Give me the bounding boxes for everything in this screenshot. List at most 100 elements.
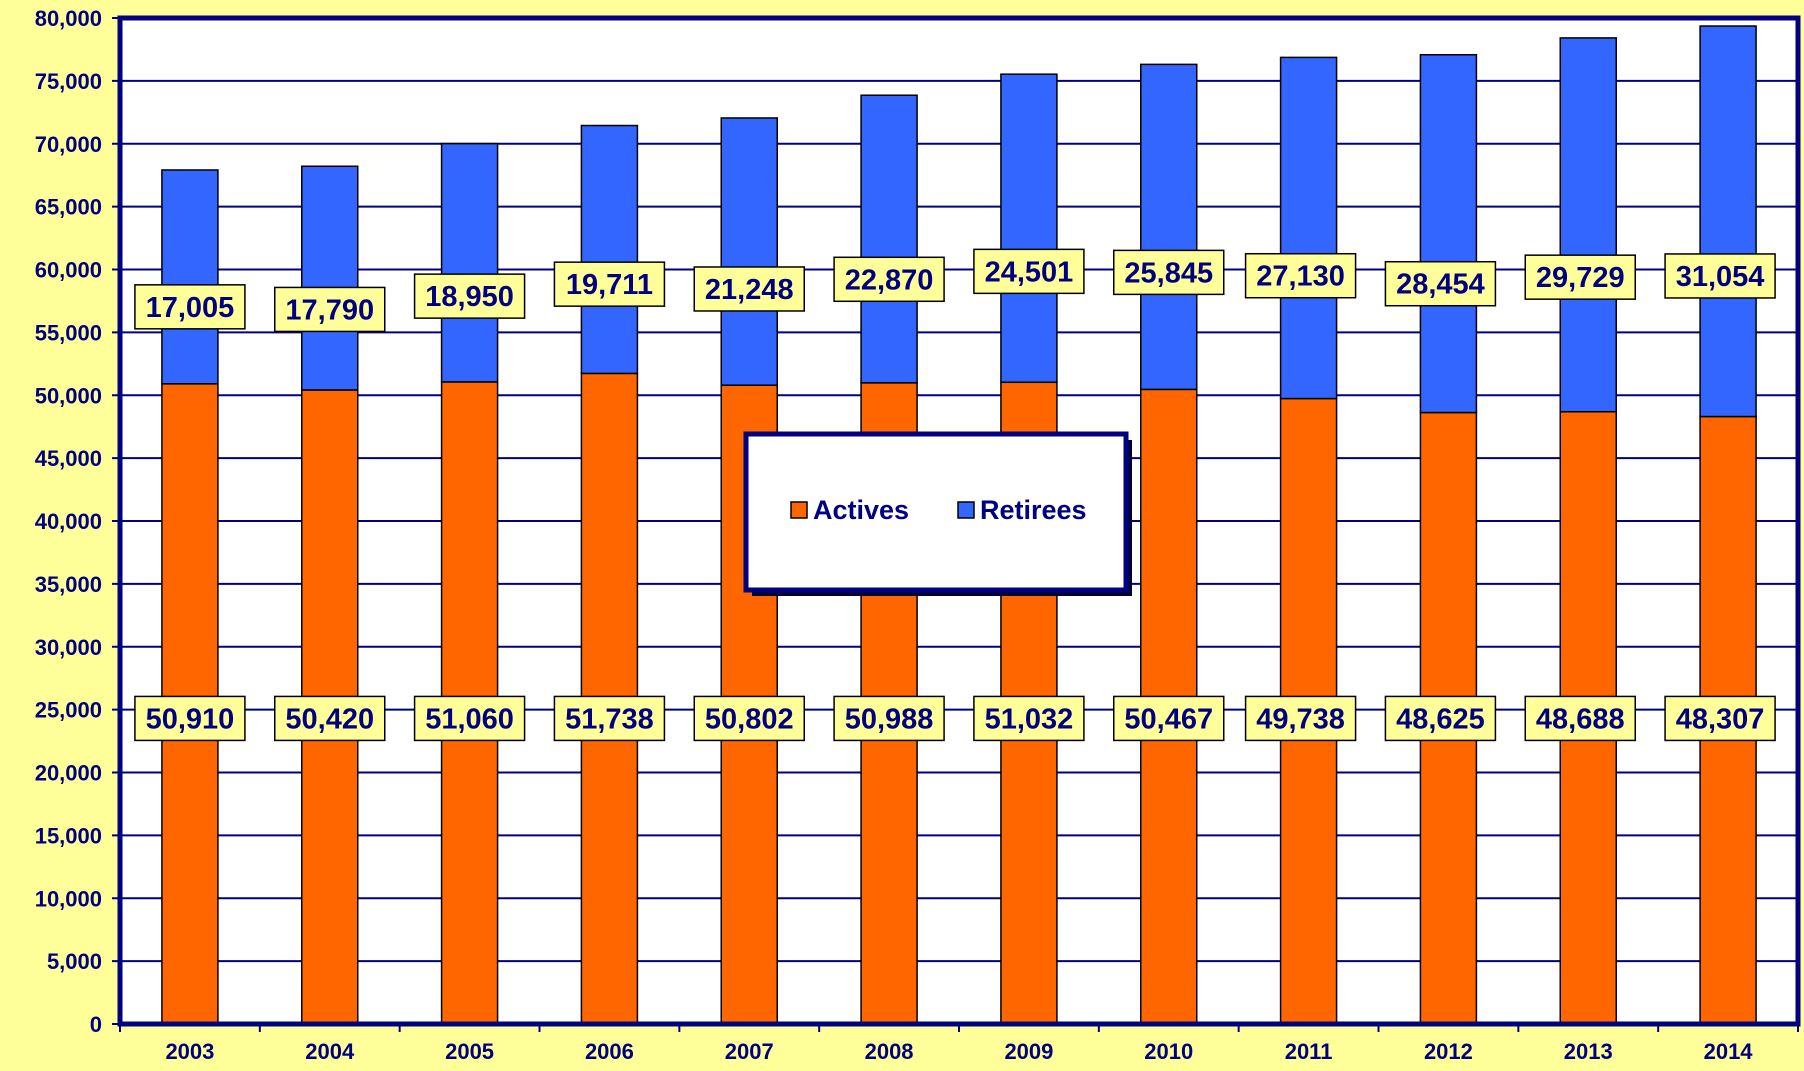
data-label-box-actives xyxy=(1113,695,1225,742)
data-label-box-actives xyxy=(1384,695,1497,742)
data-label-box-retirees xyxy=(1113,249,1225,296)
legend-swatch-retirees xyxy=(957,501,975,519)
data-label-actives: 48,307 xyxy=(1676,703,1765,735)
data-label-retirees: 22,870 xyxy=(845,264,934,296)
x-tick-label: 2011 xyxy=(1285,1039,1333,1064)
data-label-actives: 49,738 xyxy=(1256,703,1345,735)
data-label-actives: 50,802 xyxy=(705,703,794,735)
bar-retirees-2011 xyxy=(1279,56,1338,400)
bar-retirees-2010 xyxy=(1140,63,1198,391)
x-tick-label: 2005 xyxy=(445,1039,494,1064)
data-label-box-retirees xyxy=(973,248,1085,295)
data-label-box-actives xyxy=(833,695,945,742)
data-label-actives: 50,420 xyxy=(285,703,374,735)
y-tick-label: 50,000 xyxy=(35,383,102,408)
data-label-retirees: 21,248 xyxy=(705,274,794,306)
bar-retirees-2003 xyxy=(161,169,219,385)
bar-retirees-2013 xyxy=(1559,37,1617,413)
y-tick-label: 55,000 xyxy=(35,320,102,345)
x-tick-label: 2014 xyxy=(1704,1039,1754,1064)
data-label-box-retirees xyxy=(1664,253,1776,299)
y-tick-label: 70,000 xyxy=(35,132,102,157)
bar-retirees-2007 xyxy=(720,117,778,386)
y-tick-label: 35,000 xyxy=(35,572,102,597)
data-label-retirees: 29,729 xyxy=(1536,262,1625,294)
gridlines xyxy=(120,79,1798,963)
bar-retirees-2004 xyxy=(301,165,359,391)
y-tick-label: 75,000 xyxy=(35,69,102,94)
data-label-box-actives xyxy=(274,695,386,742)
data-label-box-retirees xyxy=(553,261,666,307)
x-tick-label: 2003 xyxy=(165,1039,214,1064)
plot-area-border xyxy=(117,15,1801,1027)
data-label-box-actives xyxy=(973,695,1085,742)
bar-retirees-2014 xyxy=(1699,25,1757,418)
y-tick-label: 20,000 xyxy=(35,761,102,786)
y-tick-label: 40,000 xyxy=(35,509,102,534)
y-tick-label: 30,000 xyxy=(35,635,102,660)
data-label-box-retirees xyxy=(413,273,526,319)
y-tick-label: 15,000 xyxy=(35,823,102,848)
y-tick-label: 0 xyxy=(90,1012,102,1037)
x-tick-label: 2007 xyxy=(725,1039,774,1064)
y-tick-label: 10,000 xyxy=(35,886,102,911)
data-labels: 50,910 17,005 50,420 17,790 51,060 18,950 51,7… xyxy=(134,248,1776,742)
data-label-actives: 48,688 xyxy=(1536,703,1625,735)
data-label-actives: 50,910 xyxy=(146,703,235,735)
y-tick-label: 25,000 xyxy=(35,698,102,723)
data-label-box-actives xyxy=(1244,695,1357,742)
legend-swatch-actives xyxy=(790,501,808,519)
data-label-box-retirees xyxy=(134,284,246,330)
data-label-retirees: 18,950 xyxy=(425,281,514,313)
x-tick-label: 2004 xyxy=(305,1039,355,1064)
data-label-box-retirees xyxy=(1524,254,1636,300)
data-label-box-actives xyxy=(1664,695,1776,742)
x-tick-label: 2013 xyxy=(1564,1039,1613,1064)
data-label-actives: 51,738 xyxy=(565,703,654,735)
data-label-retirees: 28,454 xyxy=(1396,269,1485,301)
legend-label-actives: Actives xyxy=(813,495,909,525)
y-tick-label: 5,000 xyxy=(47,949,102,974)
data-label-retirees: 31,054 xyxy=(1676,261,1765,293)
data-label-box-actives xyxy=(693,695,805,742)
y-axis: 0 5,000 10,000 15,000 20,000 25,000 30,000 35,0… xyxy=(35,6,120,1037)
legend: Actives Retirees xyxy=(743,431,1132,596)
x-tick-label: 2010 xyxy=(1144,1039,1193,1064)
data-label-actives: 50,988 xyxy=(845,703,934,735)
data-label-retirees: 25,845 xyxy=(1124,257,1213,289)
y-tick-label: 45,000 xyxy=(35,446,102,471)
x-tick-label: 2012 xyxy=(1424,1039,1473,1064)
legend-label-retirees: Retirees xyxy=(980,495,1087,525)
bar-retirees-2005 xyxy=(440,142,499,383)
x-axis: 2003 2004 2005 2006 2007 2008 2009 2010 2011 2012… xyxy=(119,1024,1799,1064)
x-tick-label: 2009 xyxy=(1004,1039,1053,1064)
legend-box xyxy=(743,431,1129,593)
data-label-box-retirees xyxy=(274,286,386,333)
data-label-box-actives xyxy=(134,695,246,742)
data-label-actives: 48,625 xyxy=(1396,703,1485,735)
data-label-retirees: 17,005 xyxy=(146,292,235,324)
data-label-actives: 51,032 xyxy=(985,703,1074,735)
data-label-actives: 51,060 xyxy=(425,703,514,735)
data-label-retirees: 27,130 xyxy=(1256,261,1345,293)
x-tick-label: 2008 xyxy=(865,1039,914,1064)
data-label-box-actives xyxy=(413,695,526,742)
bar-retirees-2012 xyxy=(1419,53,1478,414)
data-label-retirees: 19,711 xyxy=(566,269,653,301)
data-label-box-retirees xyxy=(1384,260,1497,307)
data-label-box-retirees xyxy=(833,256,945,303)
data-label-box-retirees xyxy=(693,266,805,312)
x-tick-label: 2006 xyxy=(585,1039,634,1064)
data-label-actives: 50,467 xyxy=(1124,703,1213,735)
data-label-retirees: 24,501 xyxy=(985,256,1074,288)
bar-retirees-2009 xyxy=(1000,73,1058,384)
data-label-box-actives xyxy=(1524,695,1636,742)
bar-retirees-2006 xyxy=(580,124,639,375)
y-tick-label: 80,000 xyxy=(35,6,102,31)
data-label-retirees: 17,790 xyxy=(285,294,374,326)
data-label-box-actives xyxy=(553,695,666,742)
data-label-box-retirees xyxy=(1244,252,1357,299)
y-tick-label: 65,000 xyxy=(35,195,102,220)
